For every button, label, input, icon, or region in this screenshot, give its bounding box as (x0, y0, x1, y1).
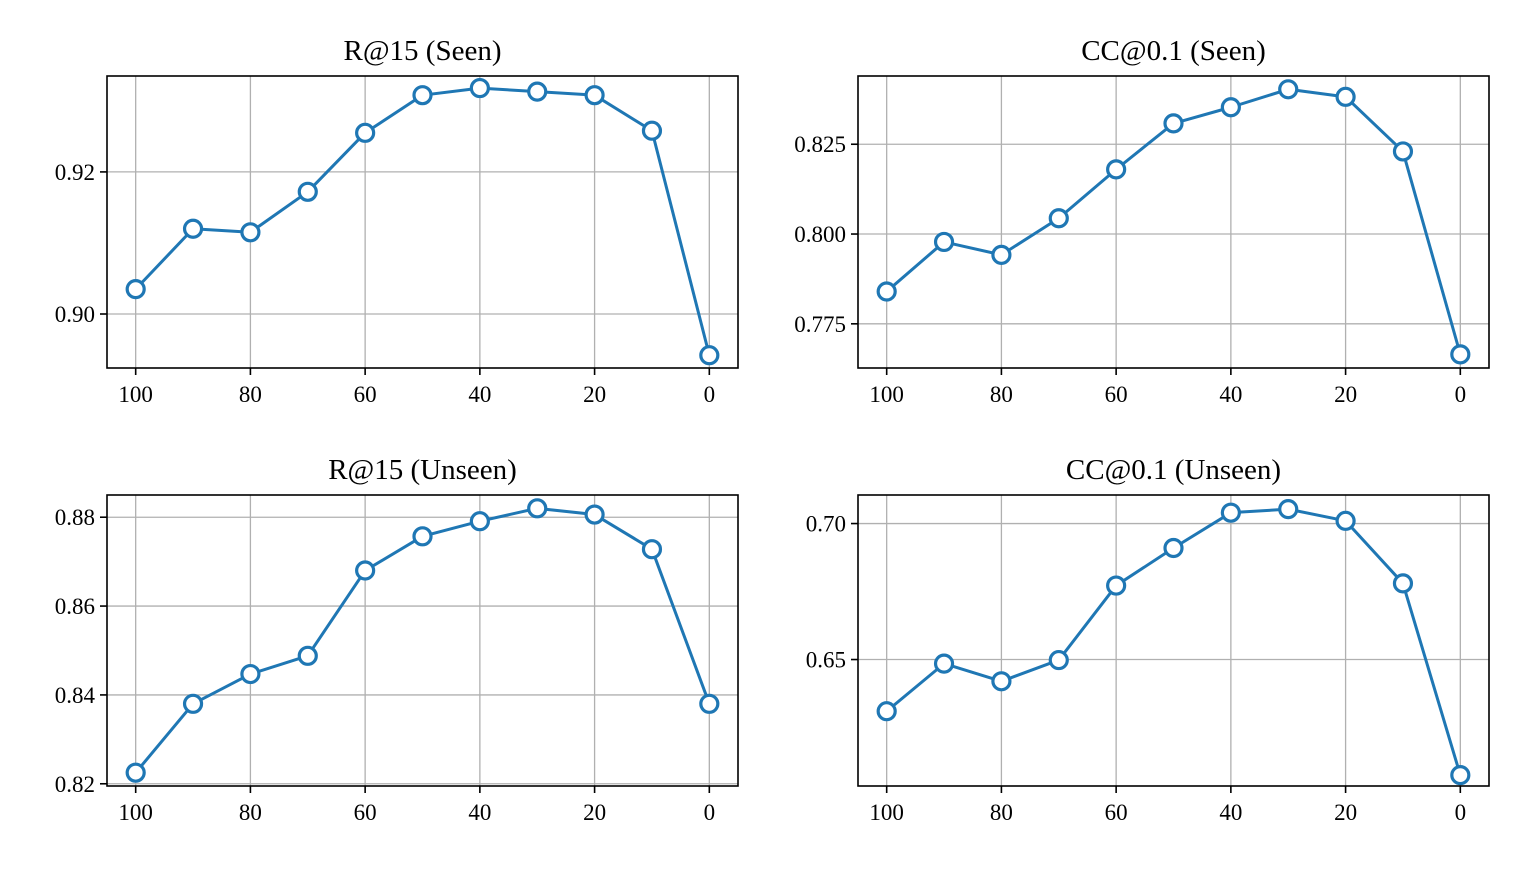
data-point (1106, 575, 1127, 596)
x-tick-label: 40 (468, 800, 491, 825)
data-point (1392, 573, 1414, 594)
data-point (641, 120, 663, 141)
y-tick-label: 0.86 (55, 594, 95, 619)
data-point (1048, 208, 1069, 229)
data-point (297, 645, 318, 666)
y-tick-label: 0.90 (55, 302, 95, 327)
axes-frame (106, 75, 739, 369)
data-point (1220, 97, 1241, 118)
y-tick-label: 0.84 (55, 683, 96, 708)
data-point (297, 181, 318, 202)
x-tick-label: 60 (1105, 382, 1128, 407)
data-point (469, 511, 490, 532)
data-point (1163, 537, 1184, 559)
data-point (1163, 113, 1184, 134)
data-point (240, 663, 261, 685)
x-tick-label: 20 (583, 800, 606, 825)
y-tick-label: 0.825 (794, 132, 846, 157)
chart-panel-4: 100 80 60 40 20 0 0.65 0.70 CC@0.1 (Unseen) (806, 454, 1490, 825)
y-tick-label: 0.775 (794, 312, 846, 337)
x-tick-label: 80 (990, 382, 1013, 407)
x-tick-label: 0 (704, 800, 716, 825)
data-point (182, 218, 204, 239)
x-tick-label: 40 (1219, 382, 1242, 407)
chart-title: R@15 (Unseen) (328, 454, 517, 486)
data-point (584, 85, 605, 106)
series-line (134, 506, 711, 774)
data-point (641, 539, 663, 560)
data-point (1450, 344, 1471, 365)
data-point (933, 653, 955, 674)
axes-frame (857, 494, 1490, 787)
x-tick-label: 60 (354, 800, 377, 825)
data-point (1450, 765, 1471, 786)
x-tick-label: 80 (239, 800, 262, 825)
x-tick-label: 0 (704, 382, 716, 407)
data-point (699, 345, 720, 366)
y-tick-label: 0.92 (55, 160, 95, 185)
data-point (991, 671, 1012, 692)
data-point (876, 281, 897, 302)
chart-title: CC@0.1 (Seen) (1081, 35, 1266, 67)
x-tick-label: 100 (869, 800, 904, 825)
data-point (1335, 510, 1356, 531)
data-point (412, 85, 433, 106)
data-point (527, 498, 548, 519)
x-tick-label: 100 (118, 382, 153, 407)
series-line (134, 86, 711, 356)
data-point (355, 560, 376, 581)
x-tick-label: 20 (1334, 382, 1357, 407)
data-point (699, 693, 720, 714)
data-point (1220, 502, 1241, 523)
data-point (1048, 649, 1069, 671)
x-tick-label: 80 (239, 382, 262, 407)
x-tick-label: 60 (354, 382, 377, 407)
data-point (1278, 499, 1299, 520)
chart-panel-2: 100 80 60 40 20 0 0.775 0.800 0.825 CC@0.1 (Seen) (794, 35, 1490, 407)
data-point (412, 526, 433, 547)
x-tick-label: 100 (869, 382, 904, 407)
y-tick-label: 0.88 (55, 505, 95, 530)
chart-panel-3: 100 80 60 40 20 0 0.82 0.84 0.86 0.88 R@15 (Unseen… (55, 454, 739, 825)
data-point (1106, 159, 1127, 180)
chart-panel-1: 100 80 60 40 20 0 0.90 0.92 R@15 (Seen) (55, 35, 739, 407)
axes-frame (857, 75, 1490, 369)
data-point (355, 122, 376, 143)
data-point (125, 762, 146, 783)
data-point (584, 504, 605, 525)
x-tick-label: 80 (990, 800, 1013, 825)
data-point (240, 222, 261, 243)
x-tick-label: 100 (118, 800, 153, 825)
y-tick-label: 0.70 (806, 512, 846, 537)
axes-frame (106, 494, 739, 787)
y-tick-label: 0.800 (794, 222, 846, 247)
data-point (876, 701, 897, 722)
x-tick-label: 60 (1105, 800, 1128, 825)
x-tick-label: 40 (468, 382, 491, 407)
x-tick-label: 20 (583, 382, 606, 407)
data-point (991, 244, 1012, 265)
data-point (1278, 79, 1299, 100)
chart-title: R@15 (Seen) (344, 35, 502, 67)
x-tick-label: 40 (1219, 800, 1242, 825)
data-point (182, 693, 204, 714)
data-point (1335, 86, 1356, 107)
y-tick-label: 0.82 (55, 772, 95, 797)
y-tick-label: 0.65 (806, 648, 846, 673)
x-tick-label: 0 (1455, 382, 1467, 407)
data-point (1392, 141, 1414, 162)
data-point (125, 279, 146, 300)
data-point (469, 77, 490, 99)
x-tick-label: 0 (1455, 800, 1467, 825)
data-point (933, 231, 955, 253)
data-point (527, 81, 548, 102)
chart-title: CC@0.1 (Unseen) (1066, 454, 1281, 486)
x-tick-label: 20 (1334, 800, 1357, 825)
